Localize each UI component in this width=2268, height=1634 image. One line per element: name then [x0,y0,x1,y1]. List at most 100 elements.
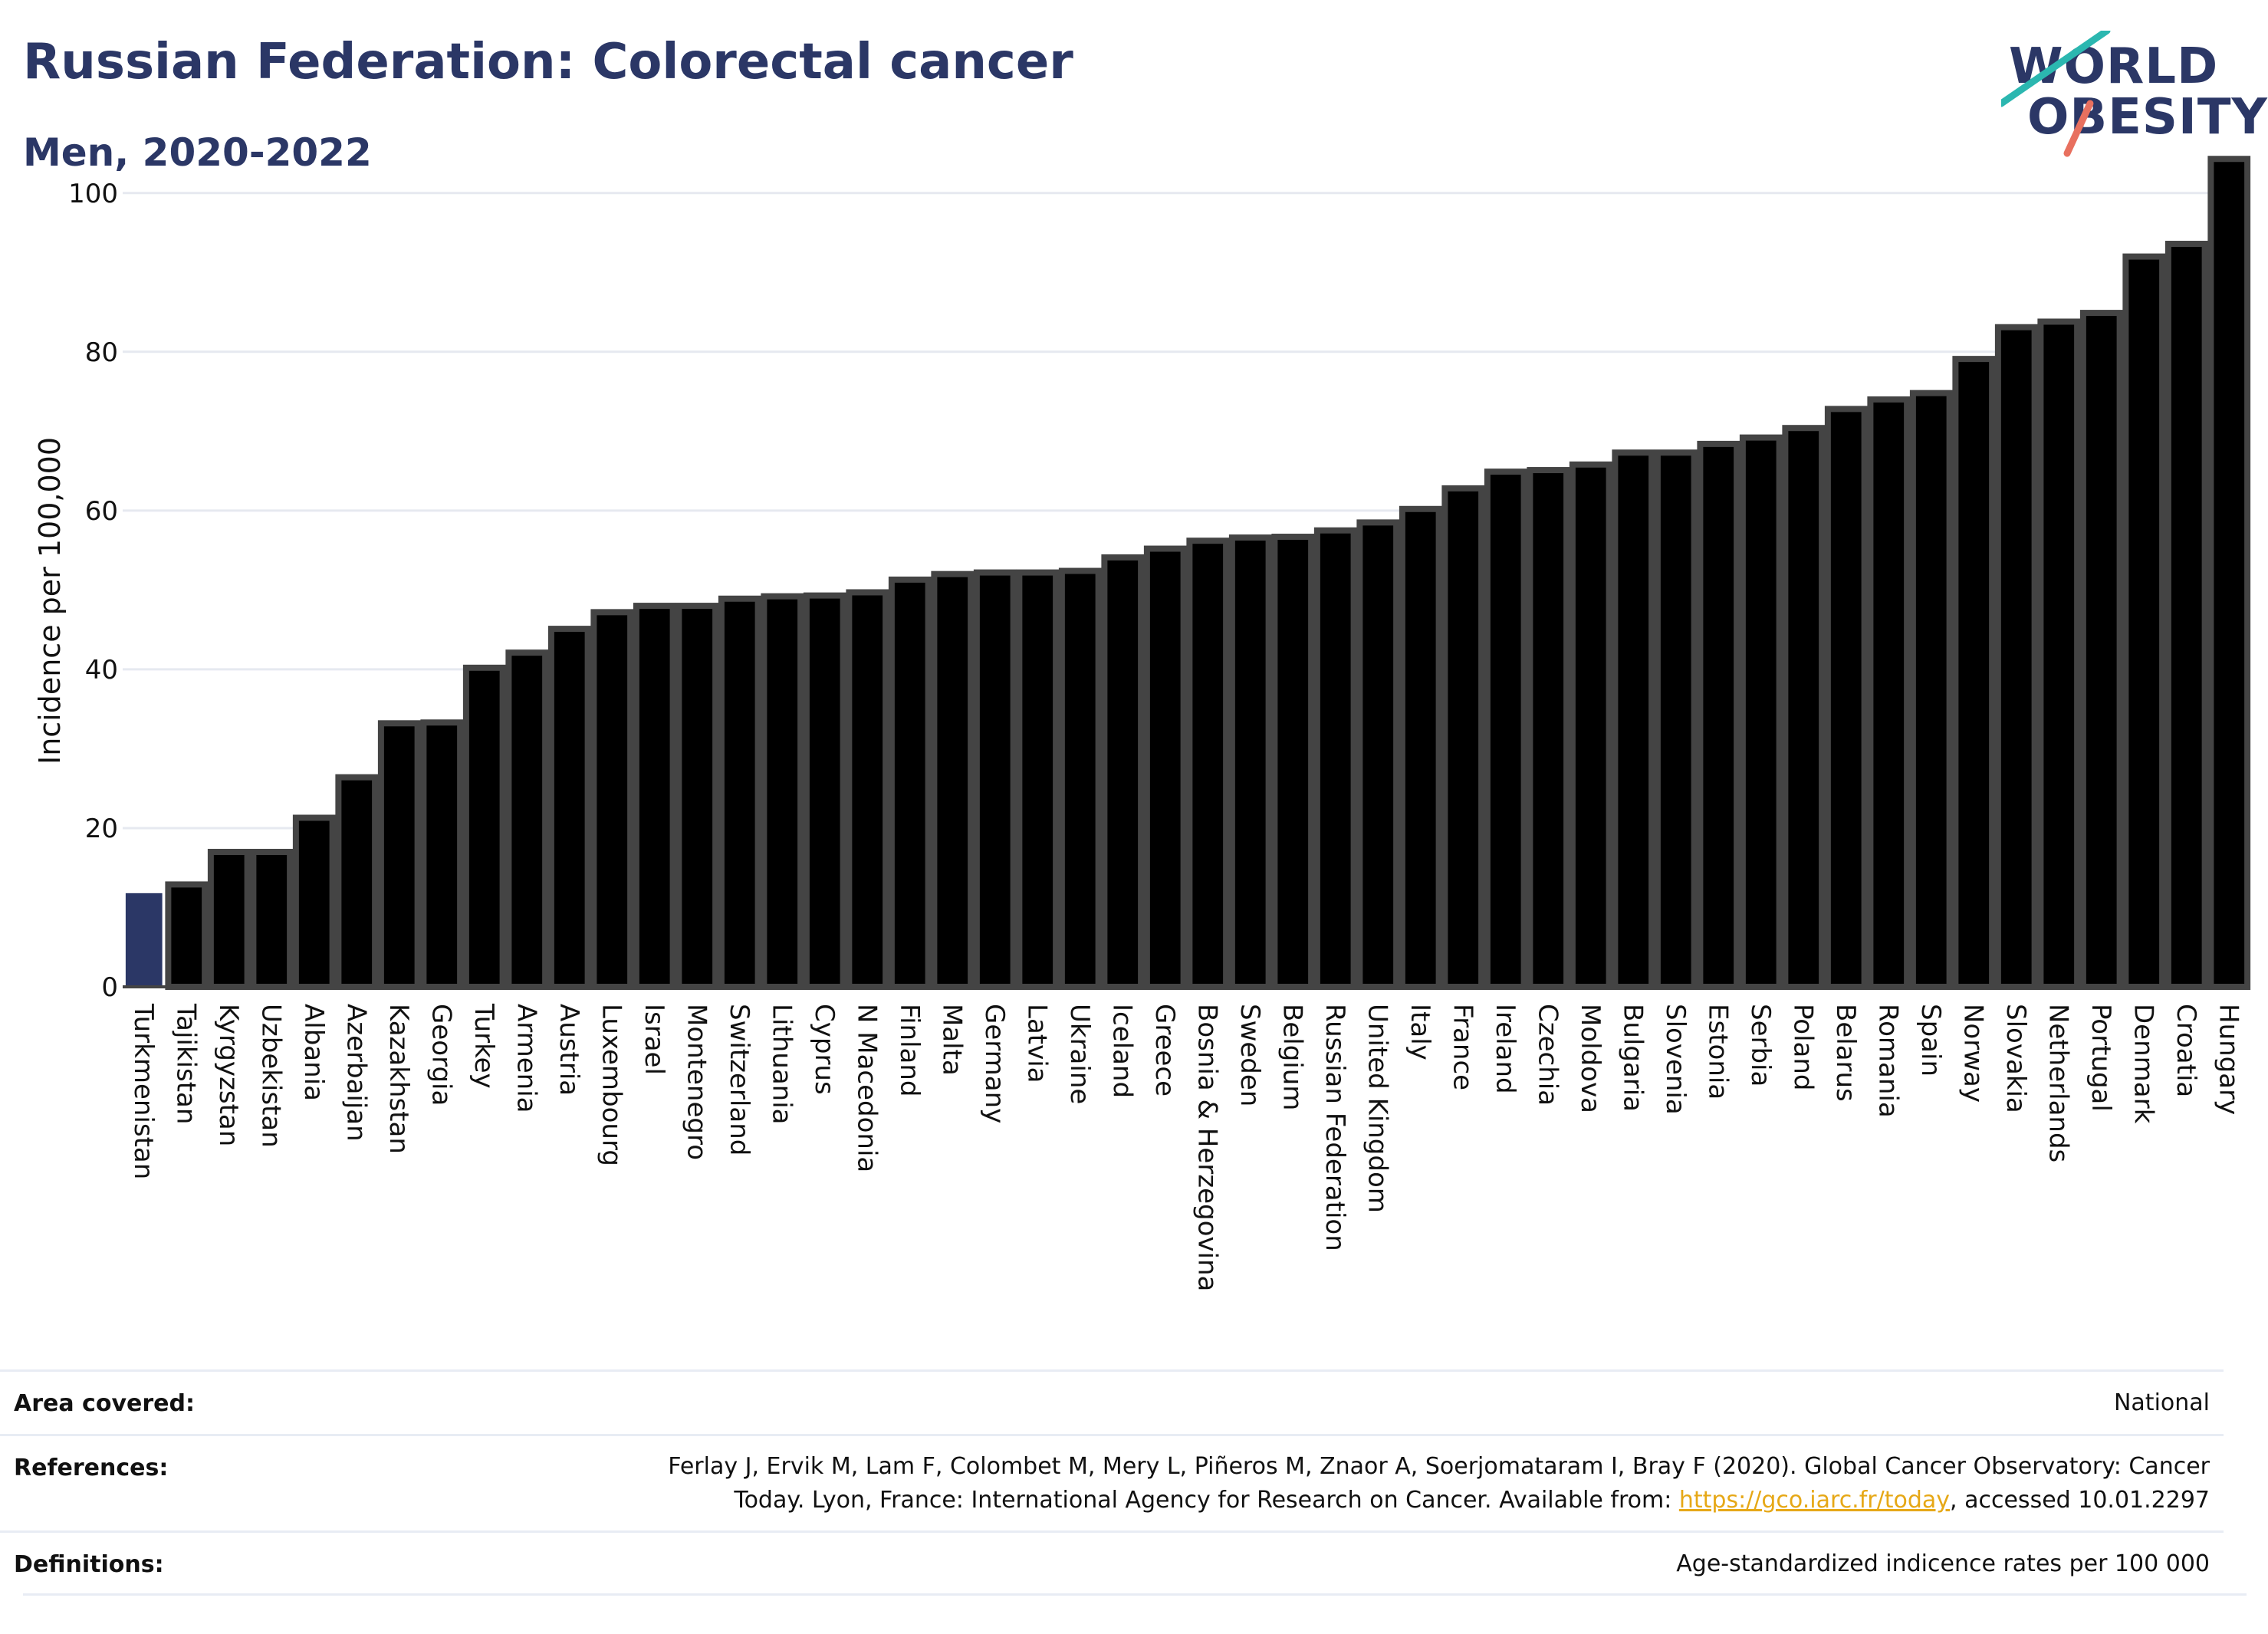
y-tick-label: 0 [101,972,118,1003]
x-tick-label: Switzerland [724,1004,754,1156]
references-accessed-text: , accessed 10.01.2297 [1950,1487,2210,1514]
x-tick-label: Finland [894,1004,925,1097]
bar-iceland [1101,554,1145,990]
x-tick-label: Lithuania [766,1004,797,1124]
bar-poland [1782,425,1826,990]
references-line-1: Ferlay J, Ervik M, Lam F, Colombet M, Me… [668,1453,2210,1480]
bar-bulgaria [1612,449,1655,990]
bar-spain [1909,390,1953,990]
x-tick-label: Turkmenistan [128,1003,159,1179]
bar-ireland [1484,469,1527,990]
world-obesity-logo: WORLD OBESITY [2001,31,2267,169]
bar-n-macedonia [846,589,889,990]
x-tick-label: Portugal [2086,1004,2116,1112]
bar-finland [888,576,932,990]
x-tick-label: Germany [979,1004,1010,1123]
footer-row-definitions: Definitions: Age-standardized indicence … [0,1530,2224,1596]
x-tick-label: Poland [1787,1004,1818,1091]
x-tick-label: Sweden [1234,1004,1265,1106]
bar-serbia [1739,434,1783,990]
x-tick-label: Czechia [1532,1004,1563,1106]
x-tick-label: Georgia [426,1004,456,1106]
footer-bottom-divider [23,1593,2247,1596]
bar-israel [633,603,676,990]
bar-chart: 0 20 40 60 80 100 Incidence per 100,000 Turkmen… [33,156,2251,1291]
definitions-value: Age-standardized indicence rates per 100… [1676,1550,2210,1577]
x-tick-label: Albania [298,1004,329,1101]
bar-portugal [2079,310,2123,990]
x-tick-label: Cyprus [809,1004,840,1095]
bar-sweden [1228,534,1272,990]
references-link[interactable]: https://gco.iarc.fr/today [1678,1487,1951,1514]
bar-ukraine [1058,567,1102,990]
x-tick-label: Serbia [1745,1004,1776,1087]
y-axis-label: Incidence per 100,000 [33,437,67,764]
bar-cyprus [803,592,846,990]
x-tick-label: Romania [1872,1004,1903,1118]
bar-kazakhstan [377,720,421,990]
x-tick-label: Moldova [1575,1004,1606,1113]
x-tick-label: Denmark [2128,1004,2158,1124]
bar-georgia [420,719,464,990]
x-tick-label: United Kingdom [1362,1004,1392,1213]
bar-denmark [2122,253,2166,991]
y-tick-label: 40 [85,655,118,685]
x-tick-label: Slovakia [2000,1004,2031,1113]
bar-lithuania [761,593,804,990]
x-tick-label: Tajikistan [170,1003,201,1124]
references-label: References: [14,1455,169,1481]
bar-turkey [462,664,506,990]
bar-netherlands [2037,318,2081,991]
bar-czechia [1527,467,1570,990]
bar-belarus [1824,406,1868,990]
x-tick-label: Iceland [1106,1004,1137,1098]
footer-row-references: References: Ferlay J, Ervik M, Lam F, Co… [0,1434,2224,1531]
x-tick-label: France [1447,1004,1477,1090]
bar-italy [1399,505,1442,990]
references-line-2: Today. Lyon, France: International Agenc… [668,1484,2210,1517]
bar-moldova [1569,461,1612,990]
bar-uzbekistan [250,849,294,990]
x-tick-label: Bosnia & Herzegovina [1192,1004,1222,1291]
references-line-2-text: Today. Lyon, France: International Agenc… [734,1487,1679,1514]
y-tick-label: 100 [68,179,118,209]
bar-united-kingdom [1356,519,1400,990]
page-title: Russian Federation: Colorectal cancer [23,34,1073,90]
x-tick-label: N Macedonia [851,1004,882,1172]
x-tick-label: Slovenia [1660,1004,1691,1115]
y-tick-label: 80 [85,337,118,368]
bar-latvia [1016,569,1060,990]
bar-germany [973,569,1017,990]
logo-slash-icon [2001,31,2111,157]
bar-malta [931,570,975,990]
bar-turkmenistan [125,893,163,987]
area-covered-label: Area covered: [14,1390,195,1417]
bar-bosnia-herzegovina [1186,538,1230,990]
bar-hungary [2207,156,2251,990]
x-tick-label: Estonia [1702,1004,1733,1100]
bar-russian-federation [1313,527,1357,990]
bar-switzerland [718,595,761,990]
x-tick-label: Greece [1149,1004,1180,1096]
bar-estonia [1697,440,1740,990]
x-tick-label: Turkey [468,1003,499,1089]
bar-romania [1867,396,1911,990]
x-tick-label: Croatia [2171,1004,2201,1097]
x-tick-label: Uzbekistan [255,1004,286,1148]
x-tick-label: Kazakhstan [383,1004,414,1154]
bar-norway [1952,356,1996,991]
x-tick-label: Belarus [1830,1004,1861,1102]
x-tick-label: Belgium [1277,1004,1307,1110]
logo-text-line1: WORLD [2009,38,2219,95]
x-tick-label: Spain [1915,1004,1946,1077]
x-tick-label: Russian Federation [1320,1004,1350,1251]
x-tick-label: Norway [1957,1004,1988,1103]
x-tick-label: Netherlands [2043,1004,2073,1162]
x-tick-label: Montenegro [681,1004,712,1160]
bar-austria [547,626,591,990]
y-tick-label: 20 [85,814,118,844]
x-tick-label: Austria [554,1004,584,1096]
bar-belgium [1271,534,1315,990]
bar-slovenia [1654,449,1698,990]
x-tick-label: Azerbaijan [340,1004,371,1142]
